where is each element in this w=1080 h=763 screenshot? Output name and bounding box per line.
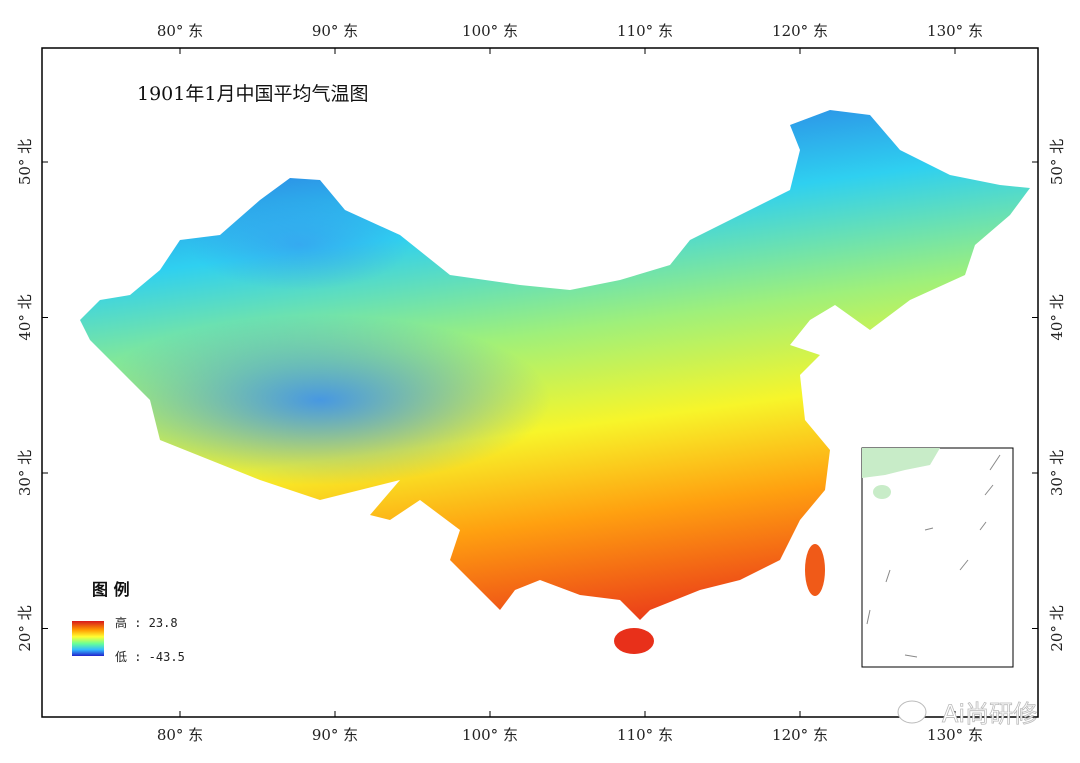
map-frame	[41, 47, 1039, 718]
lon-label-bottom: 130° 东	[927, 726, 983, 744]
lat-label-left: 30° 北	[16, 450, 34, 496]
lon-label-top: 120° 东	[772, 22, 828, 40]
lat-label-left: 20° 北	[16, 605, 34, 651]
taiwan-island	[805, 544, 825, 596]
legend: 图 例 高 : 23.8 低 : -43.5	[72, 580, 185, 664]
legend-high-label: 高 : 23.8	[115, 615, 178, 630]
graticule-ticks: 80° 东 80° 东 90° 东 90° 东 100° 东 100° 东 110° 东 11…	[16, 22, 1066, 744]
watermark-text: Ai尚研修	[942, 700, 1037, 728]
lat-label-right: 30° 北	[1048, 450, 1066, 496]
legend-low-label: 低 : -43.5	[115, 650, 185, 664]
lon-label-top: 100° 东	[462, 22, 518, 40]
wechat-icon	[897, 700, 927, 724]
lon-label-bottom: 80° 东	[157, 726, 203, 744]
south-china-sea-inset	[861, 447, 1014, 668]
lon-label-bottom: 90° 东	[312, 726, 358, 744]
hainan-island	[614, 628, 654, 654]
watermark: Ai尚研修	[897, 700, 1037, 728]
legend-color-ramp	[72, 621, 104, 656]
map-title: 1901年1月中国平均气温图	[137, 83, 368, 105]
lon-label-top: 130° 东	[927, 22, 983, 40]
lat-label-left: 50° 北	[16, 139, 34, 185]
lat-label-left: 40° 北	[16, 294, 34, 340]
legend-title: 图 例	[92, 580, 130, 599]
lon-label-bottom: 120° 东	[772, 726, 828, 744]
lon-label-top: 90° 东	[312, 22, 358, 40]
lon-label-top: 110° 东	[617, 22, 673, 40]
lon-label-bottom: 110° 东	[617, 726, 673, 744]
lon-label-top: 80° 东	[157, 22, 203, 40]
lat-label-right: 50° 北	[1048, 139, 1066, 185]
lon-label-bottom: 100° 东	[462, 726, 518, 744]
lat-label-right: 20° 北	[1048, 605, 1066, 651]
lat-label-right: 40° 北	[1048, 294, 1066, 340]
